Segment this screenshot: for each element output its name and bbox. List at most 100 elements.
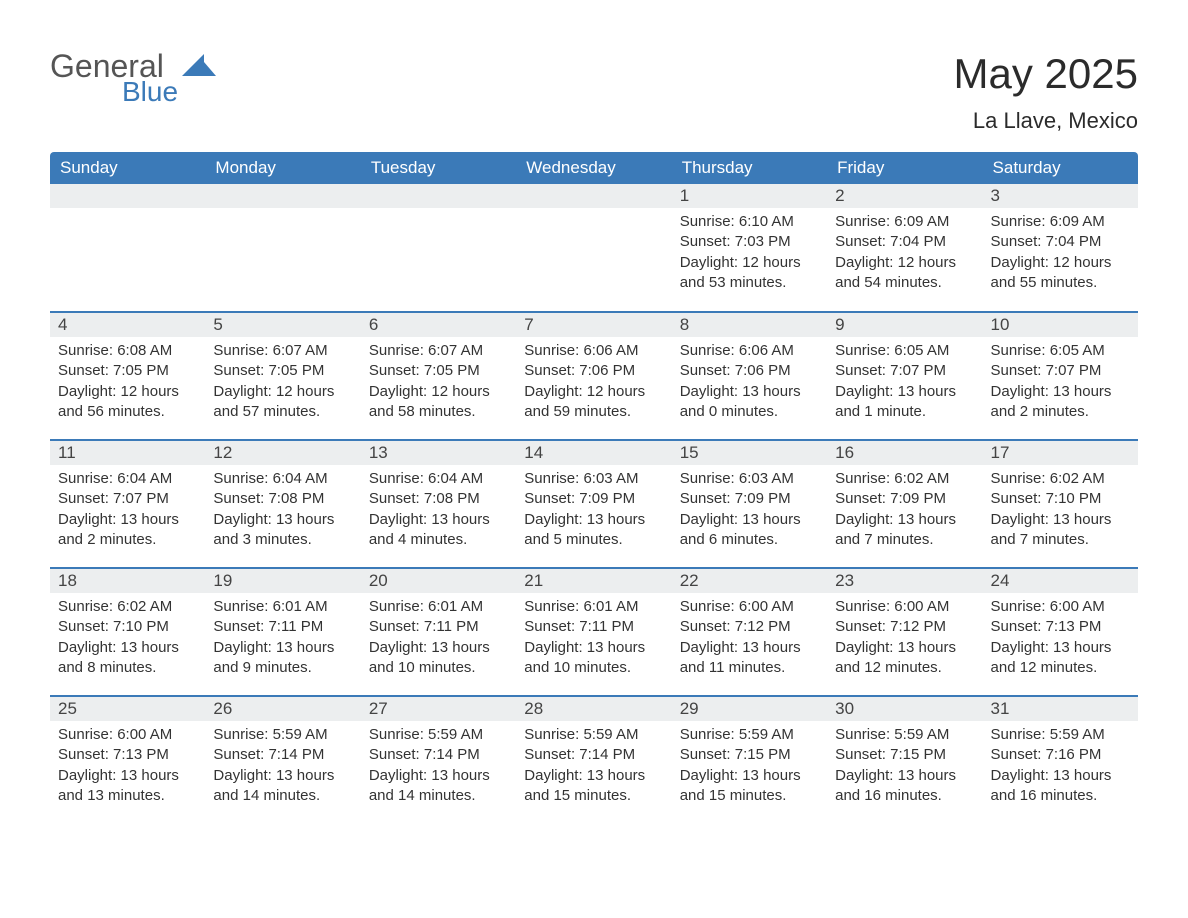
brand-logo: General Blue <box>50 50 216 106</box>
day-cell: 7Sunrise: 6:06 AMSunset: 7:06 PMDaylight… <box>516 312 671 440</box>
sunset-line: Sunset: 7:09 PM <box>835 489 974 509</box>
day-cell: 29Sunrise: 5:59 AMSunset: 7:15 PMDayligh… <box>672 696 827 824</box>
sunrise-line: Sunrise: 6:01 AM <box>213 597 352 617</box>
calendar-table: SundayMondayTuesdayWednesdayThursdayFrid… <box>50 152 1138 824</box>
month-title: May 2025 <box>954 50 1138 98</box>
day-number: 29 <box>672 697 827 721</box>
daylight-line: Daylight: 12 hours and 55 minutes. <box>991 253 1130 294</box>
day-cell: 1Sunrise: 6:10 AMSunset: 7:03 PMDaylight… <box>672 184 827 312</box>
sunset-line: Sunset: 7:07 PM <box>58 489 197 509</box>
sunrise-line: Sunrise: 6:07 AM <box>369 341 508 361</box>
daylight-line: Daylight: 13 hours and 11 minutes. <box>680 638 819 679</box>
sunset-line: Sunset: 7:14 PM <box>369 745 508 765</box>
day-cell: 25Sunrise: 6:00 AMSunset: 7:13 PMDayligh… <box>50 696 205 824</box>
day-cell: 26Sunrise: 5:59 AMSunset: 7:14 PMDayligh… <box>205 696 360 824</box>
day-details: Sunrise: 6:04 AMSunset: 7:07 PMDaylight:… <box>50 465 205 558</box>
day-number: 26 <box>205 697 360 721</box>
day-details: Sunrise: 6:10 AMSunset: 7:03 PMDaylight:… <box>672 208 827 301</box>
day-details: Sunrise: 5:59 AMSunset: 7:14 PMDaylight:… <box>361 721 516 814</box>
daylight-line: Daylight: 12 hours and 56 minutes. <box>58 382 197 423</box>
daylight-line: Daylight: 13 hours and 2 minutes. <box>991 382 1130 423</box>
logo-text: General Blue <box>50 50 178 106</box>
day-number: 25 <box>50 697 205 721</box>
empty-day-bar <box>205 184 360 208</box>
day-number: 30 <box>827 697 982 721</box>
day-number: 8 <box>672 313 827 337</box>
day-cell: 11Sunrise: 6:04 AMSunset: 7:07 PMDayligh… <box>50 440 205 568</box>
sunrise-line: Sunrise: 6:00 AM <box>991 597 1130 617</box>
day-details: Sunrise: 5:59 AMSunset: 7:14 PMDaylight:… <box>205 721 360 814</box>
day-number: 12 <box>205 441 360 465</box>
day-number: 6 <box>361 313 516 337</box>
sunset-line: Sunset: 7:13 PM <box>991 617 1130 637</box>
empty-day-cell <box>361 184 516 312</box>
location-label: La Llave, Mexico <box>954 108 1138 134</box>
day-cell: 16Sunrise: 6:02 AMSunset: 7:09 PMDayligh… <box>827 440 982 568</box>
day-number: 11 <box>50 441 205 465</box>
day-cell: 21Sunrise: 6:01 AMSunset: 7:11 PMDayligh… <box>516 568 671 696</box>
weekday-header: Thursday <box>672 152 827 184</box>
sunrise-line: Sunrise: 6:00 AM <box>58 725 197 745</box>
weekday-header: Monday <box>205 152 360 184</box>
day-number: 23 <box>827 569 982 593</box>
day-details: Sunrise: 6:02 AMSunset: 7:10 PMDaylight:… <box>983 465 1138 558</box>
daylight-line: Daylight: 13 hours and 6 minutes. <box>680 510 819 551</box>
sunrise-line: Sunrise: 6:01 AM <box>524 597 663 617</box>
day-number: 13 <box>361 441 516 465</box>
day-cell: 30 Sunrise: 5:59 AMSunset: 7:15 PMDayligh… <box>827 696 982 824</box>
day-cell: 2Sunrise: 6:09 AMSunset: 7:04 PMDaylight… <box>827 184 982 312</box>
day-details: Sunrise: 6:05 AMSunset: 7:07 PMDaylight:… <box>827 337 982 430</box>
day-cell: 23Sunrise: 6:00 AMSunset: 7:12 PMDayligh… <box>827 568 982 696</box>
day-cell: 28Sunrise: 5:59 AMSunset: 7:14 PMDayligh… <box>516 696 671 824</box>
empty-day-cell <box>516 184 671 312</box>
daylight-line: Daylight: 13 hours and 14 minutes. <box>213 766 352 807</box>
sunrise-line: Sunrise: 6:04 AM <box>213 469 352 489</box>
sunset-line: Sunset: 7:11 PM <box>524 617 663 637</box>
day-cell: 14Sunrise: 6:03 AMSunset: 7:09 PMDayligh… <box>516 440 671 568</box>
day-number: 1 <box>672 184 827 208</box>
logo-secondary-text: Blue <box>122 78 178 106</box>
sunset-line: Sunset: 7:04 PM <box>835 232 974 252</box>
sunset-line: Sunset: 7:15 PM <box>680 745 819 765</box>
sunrise-line: Sunrise: 5:59 AM <box>835 725 974 745</box>
day-details: Sunrise: 5:59 AMSunset: 7:16 PMDaylight:… <box>983 721 1138 814</box>
sunrise-line: Sunrise: 6:02 AM <box>991 469 1130 489</box>
day-details: Sunrise: 6:03 AMSunset: 7:09 PMDaylight:… <box>516 465 671 558</box>
day-cell: 12Sunrise: 6:04 AMSunset: 7:08 PMDayligh… <box>205 440 360 568</box>
daylight-line: Daylight: 13 hours and 0 minutes. <box>680 382 819 423</box>
day-cell: 3Sunrise: 6:09 AMSunset: 7:04 PMDaylight… <box>983 184 1138 312</box>
day-details: Sunrise: 6:02 AMSunset: 7:09 PMDaylight:… <box>827 465 982 558</box>
day-number: 14 <box>516 441 671 465</box>
daylight-line: Daylight: 13 hours and 10 minutes. <box>369 638 508 679</box>
page-header: General Blue May 2025 La Llave, Mexico <box>50 50 1138 134</box>
day-cell: 15Sunrise: 6:03 AMSunset: 7:09 PMDayligh… <box>672 440 827 568</box>
sunrise-line: Sunrise: 6:03 AM <box>524 469 663 489</box>
sunset-line: Sunset: 7:09 PM <box>524 489 663 509</box>
day-details: Sunrise: 6:09 AMSunset: 7:04 PMDaylight:… <box>827 208 982 301</box>
sunrise-line: Sunrise: 6:10 AM <box>680 212 819 232</box>
day-cell: 13Sunrise: 6:04 AMSunset: 7:08 PMDayligh… <box>361 440 516 568</box>
sunset-line: Sunset: 7:06 PM <box>524 361 663 381</box>
sunset-line: Sunset: 7:15 PM <box>835 745 974 765</box>
calendar-week-row: 4Sunrise: 6:08 AMSunset: 7:05 PMDaylight… <box>50 312 1138 440</box>
sunset-line: Sunset: 7:07 PM <box>835 361 974 381</box>
daylight-line: Daylight: 13 hours and 16 minutes. <box>835 766 974 807</box>
sunset-line: Sunset: 7:13 PM <box>58 745 197 765</box>
sunset-line: Sunset: 7:05 PM <box>58 361 197 381</box>
day-number: 15 <box>672 441 827 465</box>
sunrise-line: Sunrise: 6:08 AM <box>58 341 197 361</box>
sunset-line: Sunset: 7:04 PM <box>991 232 1130 252</box>
sunrise-line: Sunrise: 6:02 AM <box>58 597 197 617</box>
weekday-header: Tuesday <box>361 152 516 184</box>
day-cell: 20Sunrise: 6:01 AMSunset: 7:11 PMDayligh… <box>361 568 516 696</box>
daylight-line: Daylight: 13 hours and 14 minutes. <box>369 766 508 807</box>
calendar-week-row: 1Sunrise: 6:10 AMSunset: 7:03 PMDaylight… <box>50 184 1138 312</box>
sunrise-line: Sunrise: 6:00 AM <box>680 597 819 617</box>
calendar-week-row: 25 Sunrise: 6:00 AMSunset: 7:13 PM Dayligh… <box>50 696 1138 824</box>
day-number: 27 <box>361 697 516 721</box>
sunrise-line: Sunrise: 5:59 AM <box>680 725 819 745</box>
sunrise-line: Sunrise: 6:06 AM <box>524 341 663 361</box>
daylight-line: Daylight: 13 hours and 7 minutes. <box>835 510 974 551</box>
daylight-line: Daylight: 12 hours and 59 minutes. <box>524 382 663 423</box>
day-details: Sunrise: 6:00 AMSunset: 7:12 PMDaylight:… <box>827 593 982 686</box>
